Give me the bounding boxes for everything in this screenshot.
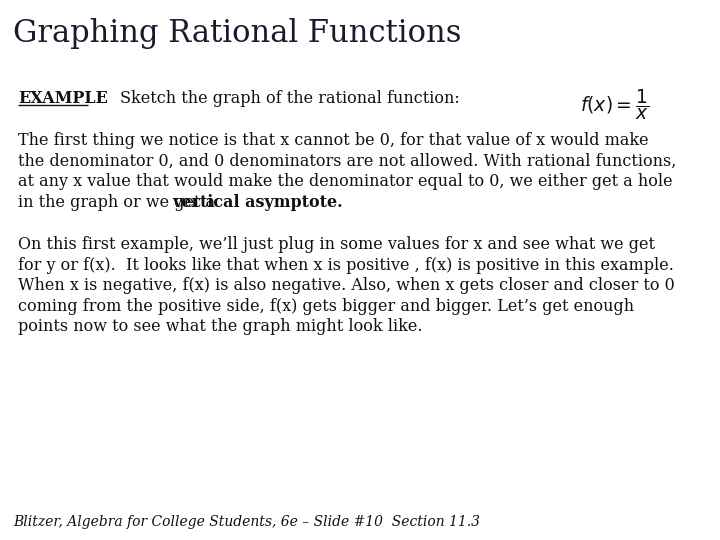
Text: vertical asymptote.: vertical asymptote. [172,193,343,211]
Text: the denominator 0, and 0 denominators are not allowed. With rational functions,: the denominator 0, and 0 denominators ar… [18,152,676,170]
Text: Sketch the graph of the rational function:: Sketch the graph of the rational functio… [120,90,460,107]
Text: coming from the positive side, f(x) gets bigger and bigger. Let’s get enough: coming from the positive side, f(x) gets… [18,298,634,314]
Text: points now to see what the graph might look like.: points now to see what the graph might l… [18,318,423,335]
Text: EXAMPLE: EXAMPLE [18,90,108,107]
Text: When x is negative, f(x) is also negative. Also, when x gets closer and closer t: When x is negative, f(x) is also negativ… [18,277,675,294]
Text: $f(x) = \dfrac{1}{x}$: $f(x) = \dfrac{1}{x}$ [580,87,649,122]
Text: Blitzer, Algebra for College Students, 6e – Slide #10  Section 11.3: Blitzer, Algebra for College Students, 6… [13,516,480,529]
Text: On this first example, we’ll just plug in some values for x and see what we get: On this first example, we’ll just plug i… [18,236,655,253]
Text: in the graph or we get a: in the graph or we get a [18,193,220,211]
Text: at any x value that would make the denominator equal to 0, we either get a hole: at any x value that would make the denom… [18,173,672,190]
Text: The first thing we notice is that x cannot be 0, for that value of x would make: The first thing we notice is that x cann… [18,132,649,149]
Text: Graphing Rational Functions: Graphing Rational Functions [13,18,462,49]
Text: for y or f(x).  It looks like that when x is positive , f(x) is positive in this: for y or f(x). It looks like that when x… [18,256,674,274]
